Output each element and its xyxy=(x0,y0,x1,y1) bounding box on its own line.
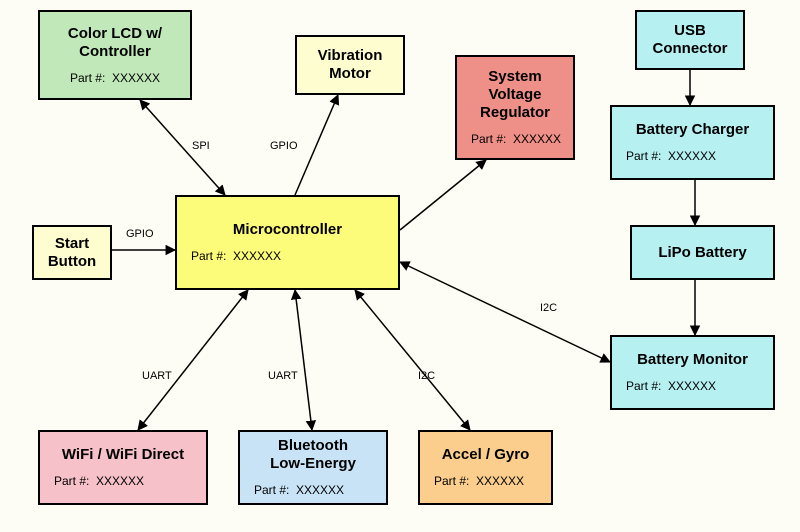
node-monitor: Battery Monitor Part #: XXXXXX xyxy=(610,335,775,410)
edge-3 xyxy=(138,290,248,430)
node-lipo: LiPo Battery xyxy=(630,225,775,280)
node-title: Color LCD w/ Controller xyxy=(68,25,162,61)
node-title: System Voltage Regulator xyxy=(480,68,550,122)
edge-label-uart: UART xyxy=(268,370,298,382)
edge-label-spi: SPI xyxy=(192,140,210,152)
edge-label-i2c: I2C xyxy=(418,370,435,382)
node-part-number: Part #: XXXXXX xyxy=(618,149,716,163)
node-part-number: Part #: XXXXXX xyxy=(618,379,716,393)
node-part-number: Part #: XXXXXX xyxy=(46,474,144,488)
edge-4 xyxy=(295,290,312,430)
node-title: USB Connector xyxy=(653,22,728,58)
edge-7 xyxy=(400,262,610,362)
node-sysreg: System Voltage Regulator Part #: XXXXXX xyxy=(455,55,575,160)
edge-6 xyxy=(400,160,486,230)
node-accel: Accel / Gyro Part #: XXXXXX xyxy=(418,430,553,505)
edge-0 xyxy=(140,100,225,195)
node-part-number: Part #: XXXXXX xyxy=(463,132,561,146)
node-part-number: Part #: XXXXXX xyxy=(246,483,344,497)
node-mcu: Microcontroller Part #: XXXXXX xyxy=(175,195,400,290)
edge-label-gpio: GPIO xyxy=(270,140,298,152)
node-wifi: WiFi / WiFi Direct Part #: XXXXXX xyxy=(38,430,208,505)
node-title: Microcontroller xyxy=(233,221,342,239)
node-bt: Bluetooth Low-Energy Part #: XXXXXX xyxy=(238,430,388,505)
node-title: Battery Charger xyxy=(636,121,749,139)
node-title: WiFi / WiFi Direct xyxy=(62,446,184,464)
edge-label-i2c: I2C xyxy=(540,302,557,314)
edge-label-gpio: GPIO xyxy=(126,228,154,240)
node-title: Bluetooth Low-Energy xyxy=(270,437,356,473)
node-part-number: Part #: XXXXXX xyxy=(70,71,160,85)
node-part-number: Part #: XXXXXX xyxy=(426,474,524,488)
node-title: Start Button xyxy=(48,235,96,271)
node-title: Battery Monitor xyxy=(637,351,748,369)
node-title: Accel / Gyro xyxy=(442,446,530,464)
node-vibration: Vibration Motor xyxy=(295,35,405,95)
node-start: Start Button xyxy=(32,225,112,280)
edge-5 xyxy=(355,290,470,430)
node-title: Vibration Motor xyxy=(318,47,383,83)
node-lcd: Color LCD w/ Controller Part #: XXXXXX xyxy=(38,10,192,100)
node-usb: USB Connector xyxy=(635,10,745,70)
node-part-number: Part #: XXXXXX xyxy=(183,249,281,263)
edge-label-uart: UART xyxy=(142,370,172,382)
node-title: LiPo Battery xyxy=(658,244,746,262)
node-charger: Battery Charger Part #: XXXXXX xyxy=(610,105,775,180)
edge-1 xyxy=(295,95,338,195)
